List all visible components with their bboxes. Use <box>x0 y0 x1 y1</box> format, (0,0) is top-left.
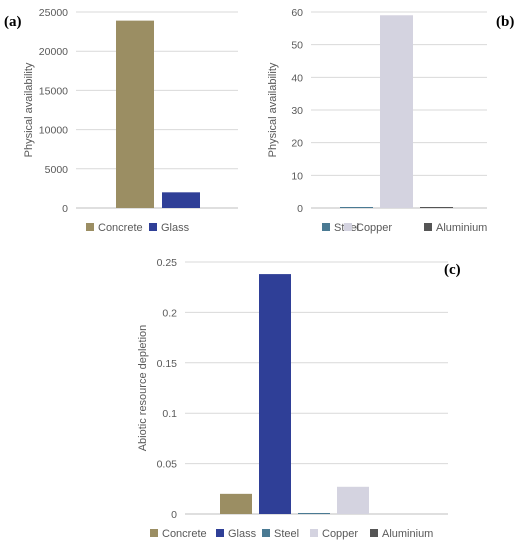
y-tick-label-b-3: 30 <box>291 105 303 117</box>
bar-c-glass <box>259 274 291 514</box>
legend-label-c-glass: Glass <box>228 528 257 540</box>
y-tick-label-a-0: 0 <box>62 203 68 215</box>
y-tick-label-b-2: 20 <box>291 138 303 150</box>
bar-c-copper <box>337 486 369 514</box>
y-tick-label-a-4: 20000 <box>39 46 68 58</box>
y-axis-label-a: Physical availability <box>23 62 35 157</box>
legend-label-c-aluminium: Aluminium <box>382 528 433 540</box>
y-tick-label-c-1: 0.05 <box>157 459 178 471</box>
legend-label-c-steel: Steel <box>274 528 299 540</box>
y-tick-label-a-2: 10000 <box>39 125 68 137</box>
bar-a-concrete <box>116 20 154 209</box>
legend-swatch-b-aluminium <box>424 223 432 231</box>
legend-swatch-a-concrete <box>86 223 94 231</box>
y-tick-label-b-5: 50 <box>291 40 303 52</box>
legend-swatch-c-aluminium <box>370 529 378 537</box>
legend-swatch-c-copper <box>310 529 318 537</box>
legend-label-a-concrete: Concrete <box>98 222 143 234</box>
y-axis-label-b: Physical availability <box>267 62 279 157</box>
y-tick-label-a-1: 5000 <box>45 164 69 176</box>
y-tick-label-c-4: 0.2 <box>162 307 177 319</box>
bar-b-steel <box>340 207 373 208</box>
bar-a-glass <box>162 192 200 208</box>
legend-swatch-c-concrete <box>150 529 158 537</box>
y-tick-label-b-4: 40 <box>291 72 303 84</box>
legend-label-c-copper: Copper <box>322 528 358 540</box>
y-tick-label-b-1: 10 <box>291 170 303 182</box>
bar-c-steel <box>298 512 330 514</box>
legend-swatch-b-copper <box>344 223 352 231</box>
panel-label-a: (a) <box>4 14 22 30</box>
bar-b-aluminium <box>420 207 453 208</box>
y-tick-label-b-0: 0 <box>297 203 303 215</box>
legend-label-b-copper: Copper <box>356 222 392 234</box>
legend-swatch-b-steel <box>322 223 330 231</box>
legend-swatch-c-glass <box>216 529 224 537</box>
y-tick-label-b-6: 60 <box>291 7 303 19</box>
y-axis-label-c: Abiotic resource depletion <box>137 325 149 452</box>
legend-label-b-aluminium: Aluminium <box>436 222 487 234</box>
legend-label-a-glass: Glass <box>161 222 190 234</box>
bar-c-concrete <box>220 493 252 514</box>
y-tick-label-c-3: 0.15 <box>157 358 178 370</box>
y-tick-label-c-2: 0.1 <box>162 408 177 420</box>
panel-label-b: (b) <box>496 14 515 30</box>
legend-swatch-a-glass <box>149 223 157 231</box>
y-tick-label-a-5: 25000 <box>39 7 68 19</box>
panel-label-c: (c) <box>444 262 461 278</box>
y-tick-label-c-0: 0 <box>171 509 177 521</box>
y-tick-label-a-3: 15000 <box>39 85 68 97</box>
legend-label-c-concrete: Concrete <box>162 528 207 540</box>
legend-swatch-c-steel <box>262 529 270 537</box>
bar-b-copper <box>380 15 413 209</box>
y-tick-label-c-5: 0.25 <box>157 257 178 269</box>
